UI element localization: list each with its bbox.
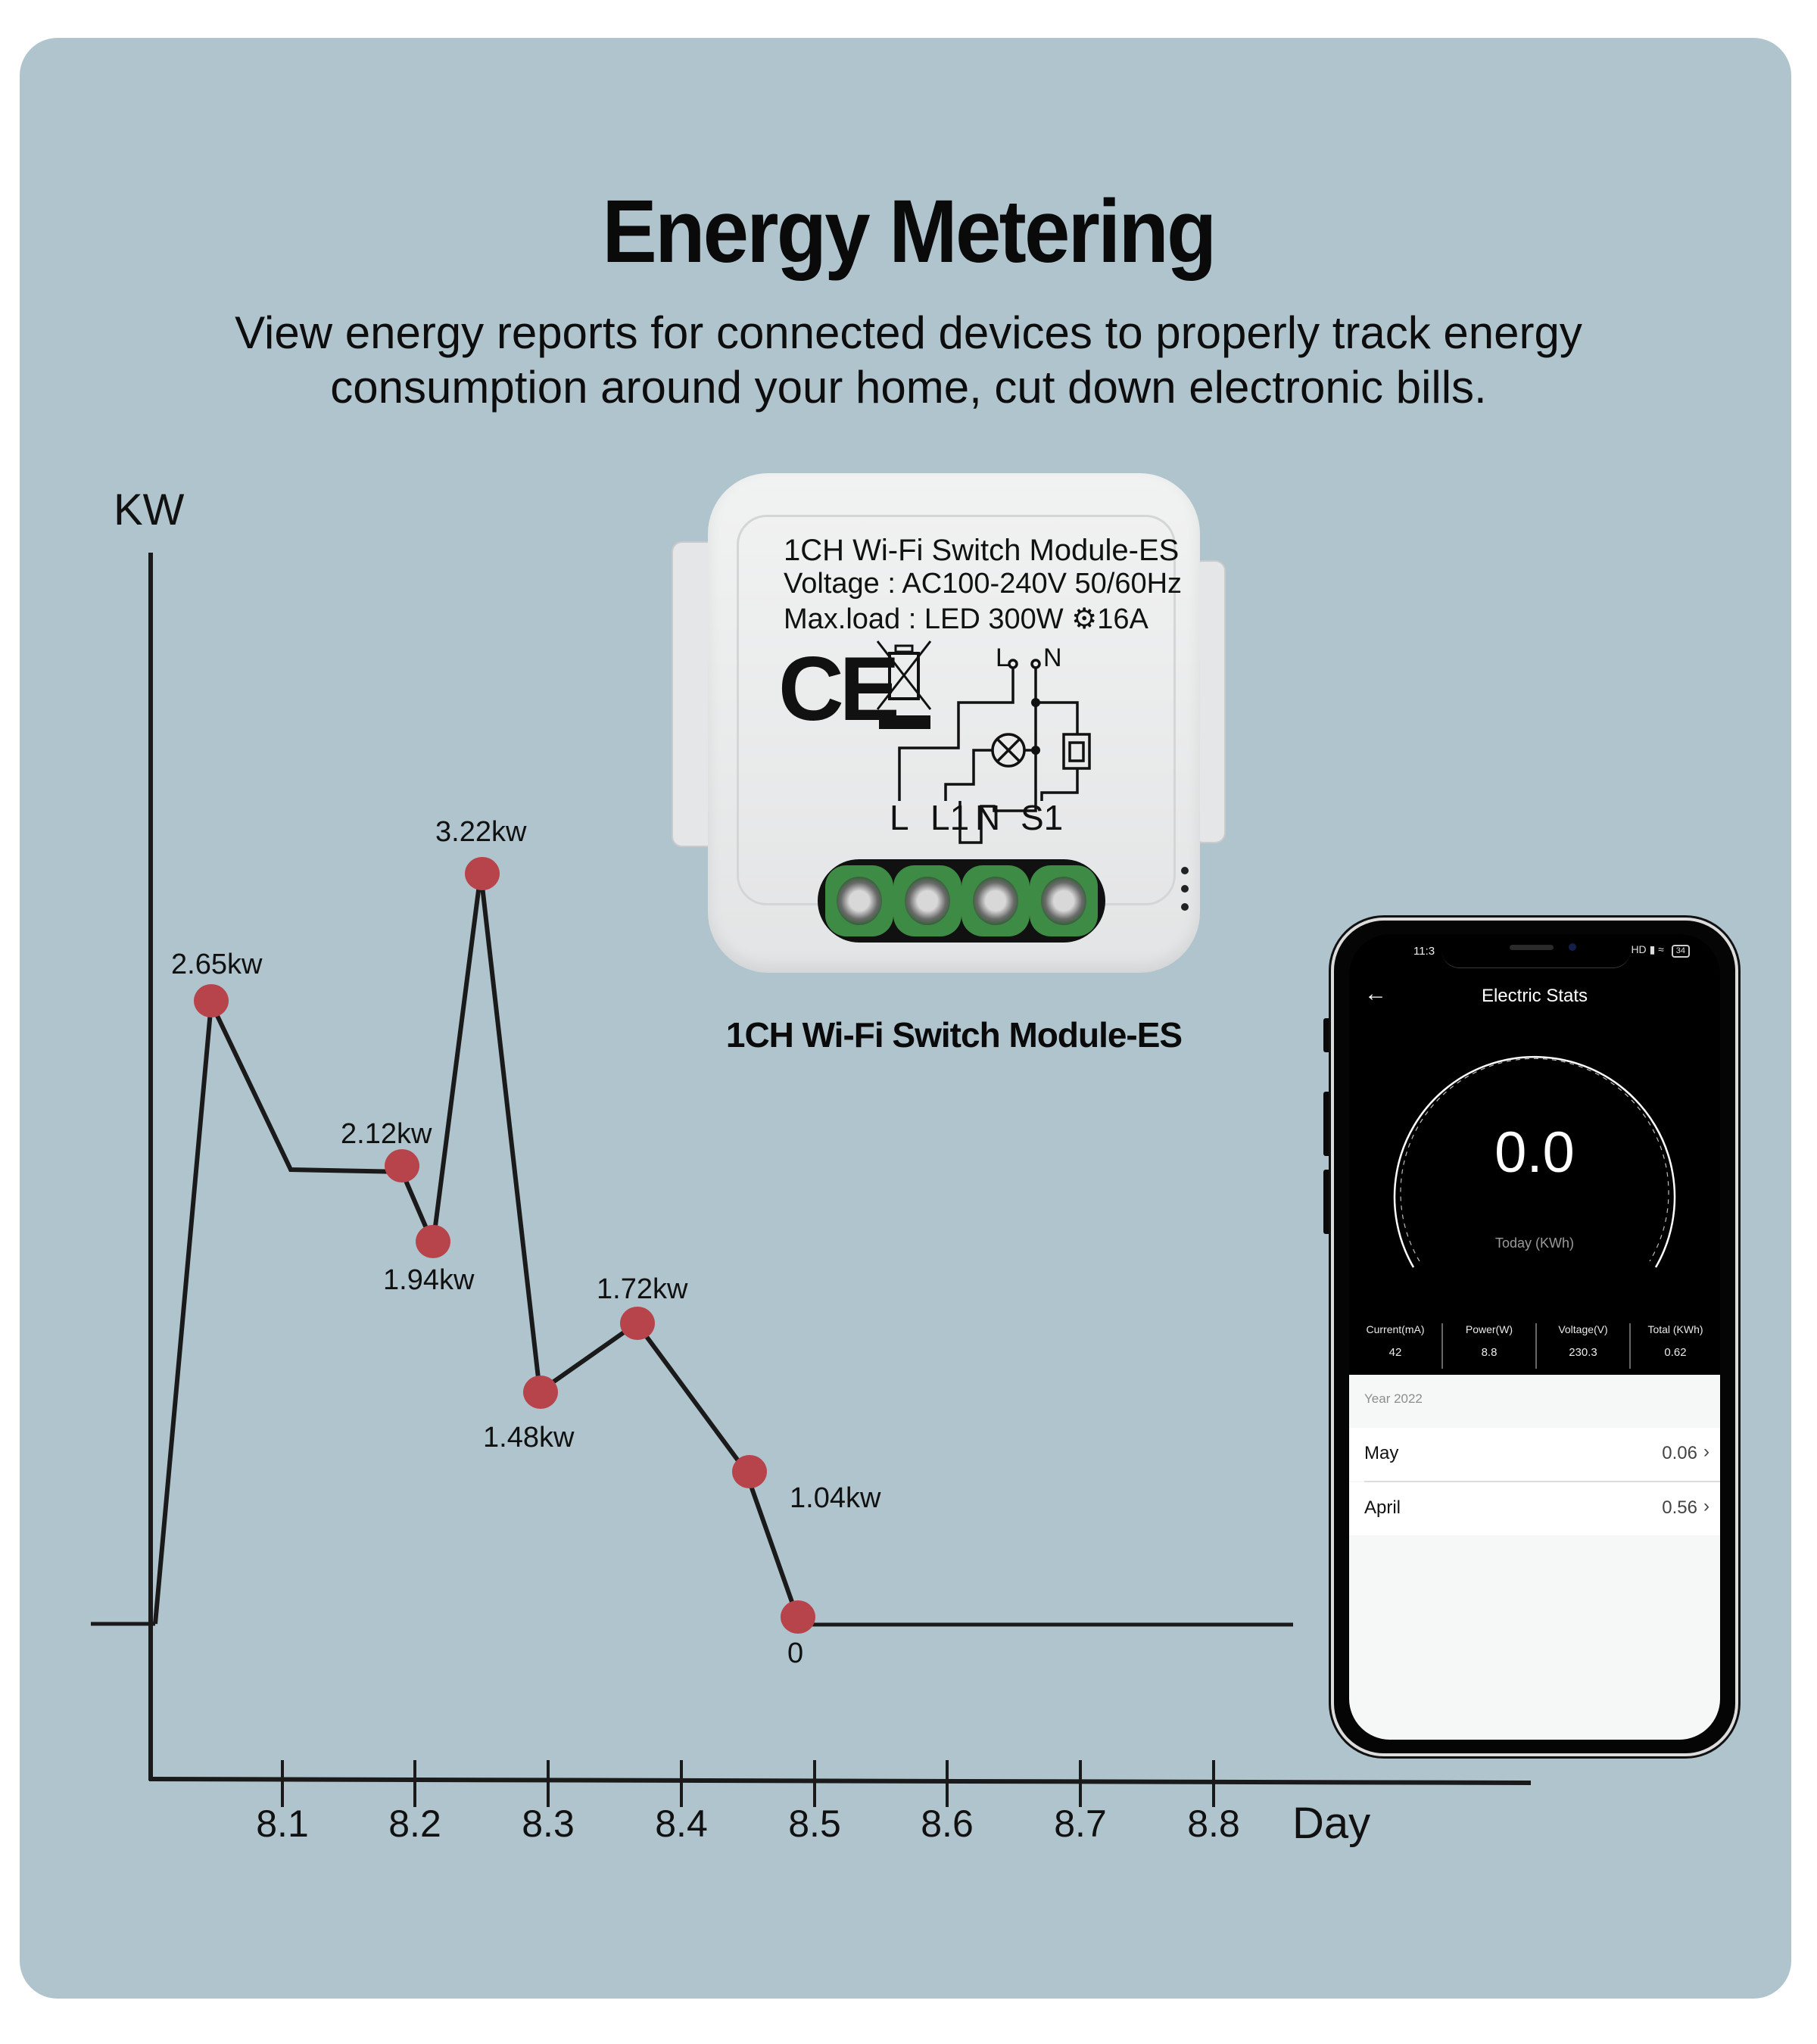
screw-terminal-block [818, 859, 1105, 943]
screw-icon [837, 877, 882, 925]
x-tick-label: 8.4 [655, 1803, 708, 1845]
app-title: Electric Stats [1481, 986, 1588, 1006]
app-header: ← Electric Stats [1349, 978, 1720, 1024]
terminal-l [825, 865, 893, 936]
back-arrow-icon[interactable]: ← [1364, 981, 1387, 1006]
chevron-right-icon: › [1703, 1441, 1709, 1462]
speaker-grille [1510, 945, 1554, 950]
terminal-label-s1: S1 [1021, 798, 1064, 837]
marker-1-72 [620, 1307, 655, 1340]
bulb-icon: ⚙ [1071, 603, 1098, 635]
stat-voltage: Voltage(V) 230.3 [1558, 1323, 1608, 1359]
module-label-voltage: Voltage : AC100-240V 50/60Hz [784, 568, 1183, 600]
smartphone: 11:3 HD ▮ ≈ 34 ← Electric Stats 0.0 Toda… [1331, 918, 1738, 1756]
point-label: 2.12kw [341, 1118, 432, 1150]
wiring-label-n: N [1043, 643, 1062, 672]
screw-icon [1041, 877, 1086, 925]
signal-bars-icon: ▮ [1649, 943, 1656, 955]
marker-1-94 [416, 1225, 450, 1258]
stat-divider [1535, 1323, 1537, 1369]
gauge-value: 0.0 [1494, 1120, 1575, 1185]
year-header: Year 2022 [1364, 1391, 1423, 1406]
phone-volume-down [1323, 1170, 1331, 1234]
app-screen: 11:3 HD ▮ ≈ 34 ← Electric Stats 0.0 Toda… [1349, 934, 1720, 1740]
terminal-l1 [893, 865, 961, 936]
module-label-model: 1CH Wi-Fi Switch Module-ES [784, 534, 1180, 567]
point-label: 3.22kw [435, 816, 527, 848]
phone-volume-up [1323, 1092, 1331, 1156]
month-row-may[interactable]: May 0.06 › [1349, 1428, 1720, 1481]
row-divider [1364, 1481, 1720, 1482]
stat-divider [1629, 1323, 1631, 1369]
marker-2-65 [194, 984, 229, 1017]
x-axis-ticks [281, 1760, 1215, 1807]
x-tick-label: 8.3 [522, 1803, 575, 1845]
marker-3-22 [465, 857, 500, 890]
series-line [153, 872, 799, 1625]
terminal-s1 [1030, 865, 1098, 936]
x-tick-label: 8.5 [788, 1803, 841, 1845]
wiring-diagram [898, 659, 1091, 844]
page-title: Energy Metering [602, 182, 1217, 282]
front-camera [1569, 943, 1576, 951]
terminal-label-l1: L1 [930, 798, 970, 837]
subtitle-line-1: View energy reports for connected device… [235, 307, 1582, 358]
battery-icon: 34 [1671, 945, 1690, 958]
x-tick-label: 8.6 [921, 1803, 974, 1845]
wiring-label-l: L [996, 643, 1010, 672]
module-label-maxload: Max.load : LED 300W ⚙16A [784, 603, 1148, 635]
wifi-icon: ≈ [1658, 943, 1664, 955]
point-label: 0 [787, 1637, 804, 1669]
energy-gauge [1393, 1055, 1676, 1268]
phone-notch [1441, 934, 1631, 968]
gauge-label: Today (KWh) [1494, 1235, 1575, 1251]
point-label: 1.72kw [597, 1273, 688, 1305]
monthly-list: Year 2022 May 0.06 › April 0.56 › [1349, 1375, 1720, 1740]
switch-module-image: 1CH Wi-Fi Switch Module-ES Voltage : AC1… [672, 473, 1226, 973]
x-tick-label: 8.1 [256, 1803, 309, 1845]
product-caption: 1CH Wi-Fi Switch Module-ES [725, 1015, 1183, 1055]
terminal-label-l: L [890, 798, 909, 837]
phone-mute-switch [1323, 1018, 1331, 1052]
signal-icon: HD [1631, 943, 1647, 955]
weee-bin-icon [876, 640, 932, 729]
marker-2-12 [385, 1149, 419, 1182]
status-time: 11:3 [1413, 945, 1435, 958]
stat-total: Total (KWh) 0.62 [1647, 1323, 1703, 1359]
screw-icon [973, 877, 1018, 925]
stat-power: Power(W) 8.8 [1465, 1323, 1513, 1359]
month-row-april[interactable]: April 0.56 › [1349, 1482, 1720, 1535]
marker-1-48 [523, 1376, 558, 1409]
point-label: 1.94kw [383, 1264, 475, 1296]
indicator-dots [1181, 867, 1189, 921]
marker-1-04 [732, 1455, 767, 1488]
y-axis-label: KW [114, 485, 185, 534]
terminal-n [961, 865, 1030, 936]
module-body: 1CH Wi-Fi Switch Module-ES Voltage : AC1… [708, 473, 1200, 973]
x-tick-label: 8.2 [388, 1803, 441, 1845]
chevron-right-icon: › [1703, 1496, 1709, 1516]
point-label: 1.48kw [483, 1422, 575, 1454]
stat-divider [1441, 1323, 1443, 1369]
stats-bar: Current(mA) 42 Power(W) 8.8 Voltage(V) 2… [1349, 1305, 1720, 1375]
stat-current: Current(mA) 42 [1366, 1323, 1425, 1359]
x-tick-label: 8.7 [1054, 1803, 1107, 1845]
page-subtitle: View energy reports for connected device… [151, 306, 1666, 415]
x-axis [148, 1777, 1532, 1785]
marker-0 [781, 1600, 815, 1634]
data-markers [194, 857, 815, 1634]
x-tick-label: 8.8 [1187, 1803, 1240, 1845]
screw-icon [905, 877, 950, 925]
status-icons: HD ▮ ≈ 34 [1631, 943, 1690, 958]
x-axis-label: Day [1292, 1799, 1371, 1848]
terminal-label-n: N [975, 798, 1001, 837]
point-label: 1.04kw [790, 1482, 881, 1514]
point-label: 2.65kw [171, 949, 263, 980]
subtitle-line-2: consumption around your home, cut down e… [330, 362, 1487, 413]
